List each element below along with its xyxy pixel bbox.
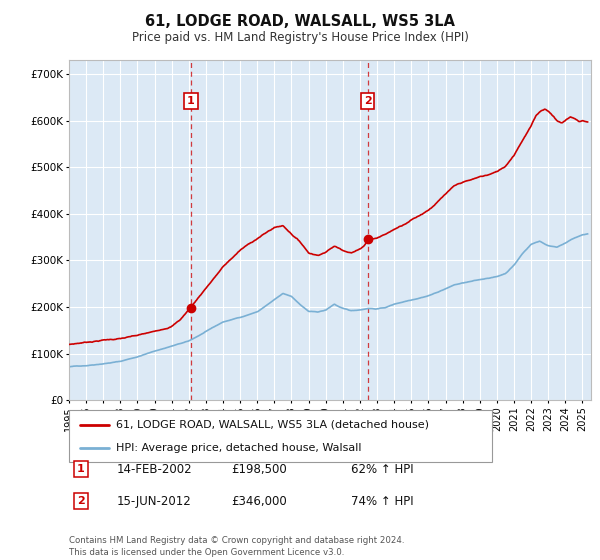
- Text: Contains HM Land Registry data © Crown copyright and database right 2024.
This d: Contains HM Land Registry data © Crown c…: [69, 536, 404, 557]
- Text: HPI: Average price, detached house, Walsall: HPI: Average price, detached house, Wals…: [116, 443, 361, 453]
- Text: 2: 2: [364, 96, 371, 106]
- Text: Price paid vs. HM Land Registry's House Price Index (HPI): Price paid vs. HM Land Registry's House …: [131, 31, 469, 44]
- Text: 1: 1: [187, 96, 195, 106]
- Text: 61, LODGE ROAD, WALSALL, WS5 3LA (detached house): 61, LODGE ROAD, WALSALL, WS5 3LA (detach…: [116, 419, 428, 430]
- Text: 15-JUN-2012: 15-JUN-2012: [117, 494, 192, 508]
- FancyBboxPatch shape: [69, 410, 492, 462]
- Text: 2: 2: [77, 496, 85, 506]
- Text: 74% ↑ HPI: 74% ↑ HPI: [351, 494, 413, 508]
- Text: 14-FEB-2002: 14-FEB-2002: [117, 463, 193, 476]
- Text: 62% ↑ HPI: 62% ↑ HPI: [351, 463, 413, 476]
- Text: £198,500: £198,500: [231, 463, 287, 476]
- Text: 61, LODGE ROAD, WALSALL, WS5 3LA: 61, LODGE ROAD, WALSALL, WS5 3LA: [145, 14, 455, 29]
- Text: 1: 1: [77, 464, 85, 474]
- Text: £346,000: £346,000: [231, 494, 287, 508]
